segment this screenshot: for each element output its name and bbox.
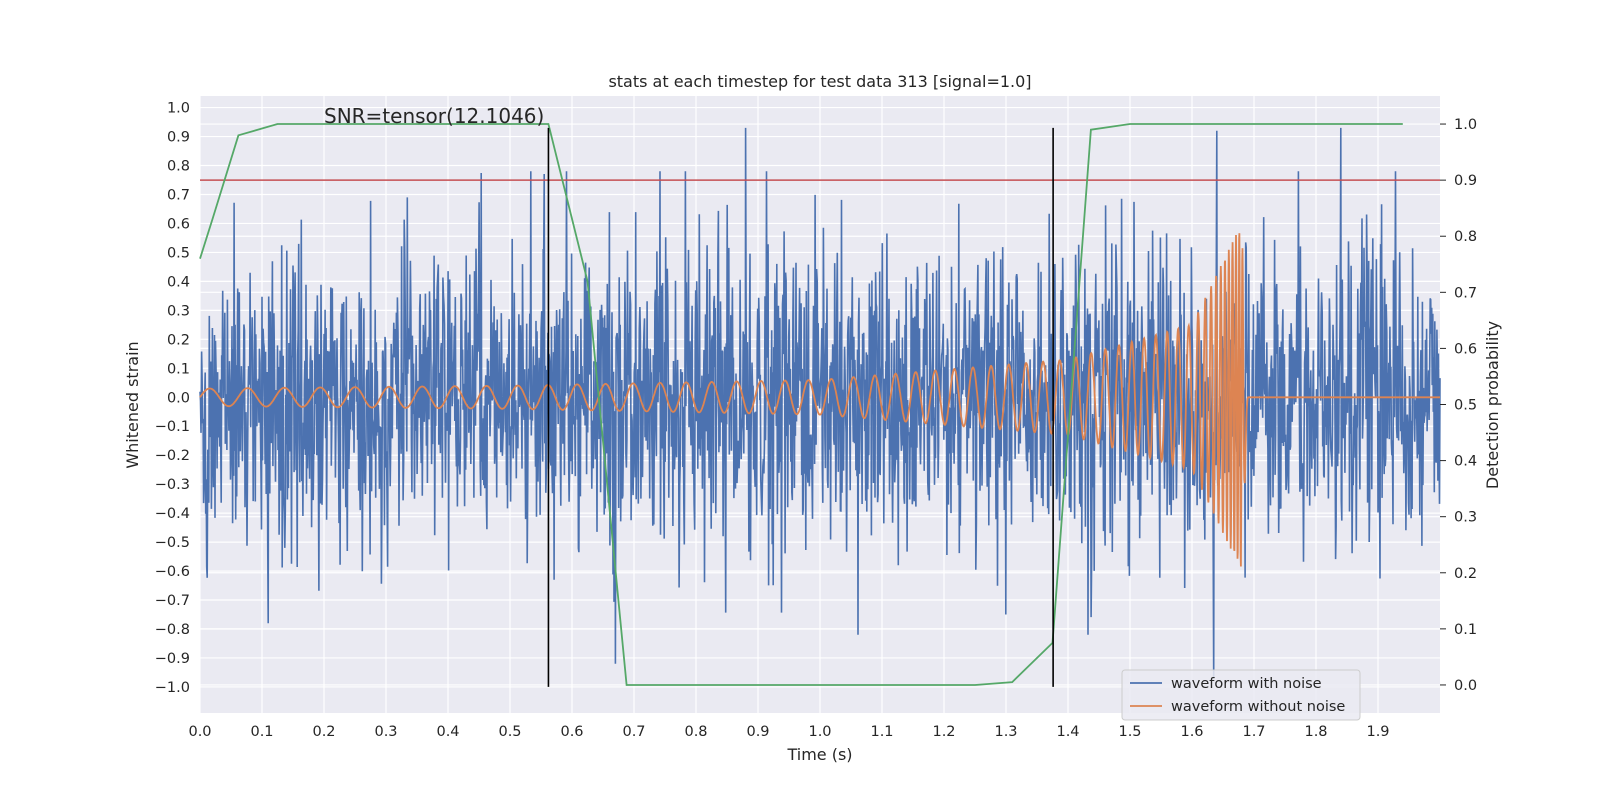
- y-tick-label: −0.1: [155, 419, 190, 435]
- snr-annotation: SNR=tensor(12.1046): [324, 104, 544, 128]
- y-tick-label: 0.7: [167, 187, 190, 203]
- y2-tick-label: 1.0: [1454, 117, 1477, 133]
- y2-tick-label: 0.0: [1454, 678, 1477, 694]
- x-axis-label: Time (s): [786, 745, 852, 764]
- x-tick-label: 0.3: [374, 724, 397, 740]
- x-tick-label: 1.2: [932, 724, 955, 740]
- legend: waveform with noise waveform without noi…: [1121, 669, 1361, 721]
- legend-box: [1121, 669, 1361, 721]
- y-tick-label: 0.8: [167, 159, 190, 175]
- y-tick-label: 0.1: [167, 361, 190, 377]
- y-tick-label: 0.9: [167, 130, 190, 146]
- x-tick-label: 0.9: [746, 724, 769, 740]
- x-tick-label: 0.7: [622, 724, 645, 740]
- y-tick-label: −0.9: [155, 651, 190, 667]
- y2-tick-label: 0.8: [1454, 229, 1477, 245]
- y2-axis-label: Detection probability: [1483, 321, 1502, 489]
- x-tick-label: 1.5: [1118, 724, 1141, 740]
- y-axis-label: Whitened strain: [123, 341, 142, 468]
- x-tick-label: 0.8: [684, 724, 707, 740]
- y-tick-label: −0.2: [155, 448, 190, 464]
- y-tick-label: −0.4: [155, 506, 190, 522]
- x-tick-label: 1.0: [808, 724, 831, 740]
- y-tick-label: −0.7: [155, 593, 190, 609]
- y2-tick-label: 0.9: [1454, 173, 1477, 189]
- y-tick-label: −0.8: [155, 622, 190, 638]
- y-tick-label: 0.3: [167, 303, 190, 319]
- y2-tick-label: 0.1: [1454, 622, 1477, 638]
- y2-tick-label: 0.6: [1454, 341, 1477, 357]
- x-tick-label: 0.0: [188, 724, 211, 740]
- x-tick-label: 0.5: [498, 724, 521, 740]
- chart-title: stats at each timestep for test data 313…: [608, 72, 1031, 91]
- y2-tick-label: 0.4: [1454, 454, 1477, 470]
- y-tick-label: 0.0: [167, 390, 190, 406]
- x-tick-label: 0.2: [312, 724, 335, 740]
- y-tick-label: −0.5: [155, 535, 190, 551]
- y-tick-label: −1.0: [155, 680, 190, 696]
- y-tick-label: −0.3: [155, 477, 190, 493]
- x-tick-label: 1.9: [1366, 724, 1389, 740]
- series-line-detection-probability: [199, 123, 1403, 686]
- y2-tick-label: 0.3: [1454, 510, 1477, 526]
- x-tick-label: 1.6: [1180, 724, 1203, 740]
- x-tick-label: 1.1: [870, 724, 893, 740]
- x-tick-label: 1.4: [1056, 724, 1079, 740]
- legend-label-noise: waveform with noise: [1171, 676, 1322, 692]
- x-tick-label: 1.3: [994, 724, 1017, 740]
- y-tick-label: −0.6: [155, 564, 190, 580]
- legend-label-clean: waveform without noise: [1171, 699, 1345, 715]
- y-tick-label: 0.6: [167, 216, 190, 232]
- series-layer: [199, 123, 1441, 687]
- x-tick-label: 0.4: [436, 724, 459, 740]
- y-tick-label: 1.0: [167, 101, 190, 117]
- x-tick-label: 1.7: [1242, 724, 1265, 740]
- y-tick-label: 0.4: [167, 274, 190, 290]
- y2-tick-label: 0.5: [1454, 398, 1477, 414]
- series-line-clean-waveform: [199, 233, 1440, 567]
- x-tick-label: 0.6: [560, 724, 583, 740]
- y-tick-label: 0.5: [167, 245, 190, 261]
- x-tick-label: 1.8: [1304, 724, 1327, 740]
- y-tick-label: 0.2: [167, 332, 190, 348]
- ticks: 0.0 0.1 0.2 0.3 0.4 0.5 0.6 0.7 0.8 0.9 1.0 1.1 1.2 1…: [155, 101, 1477, 740]
- y2-tick-label: 0.2: [1454, 566, 1477, 582]
- x-tick-label: 0.1: [250, 724, 273, 740]
- y2-tick-label: 0.7: [1454, 285, 1477, 301]
